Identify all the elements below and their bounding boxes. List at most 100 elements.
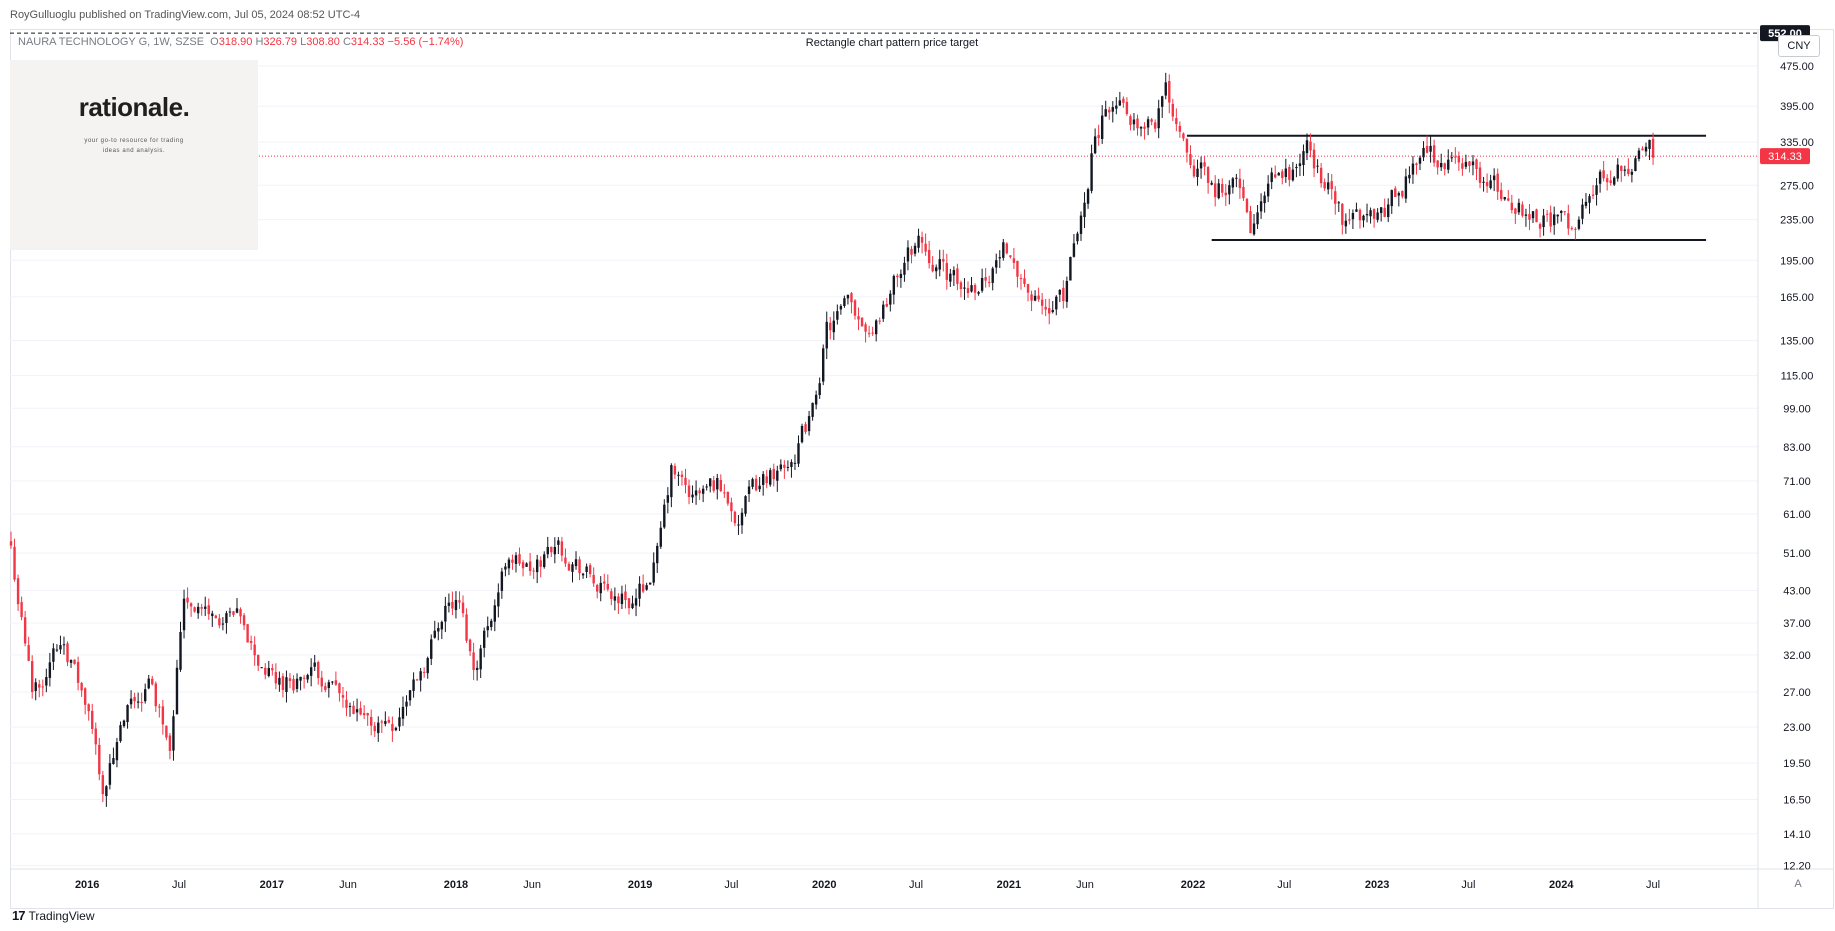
candle-body [800,425,804,443]
candle-body [1468,161,1471,166]
candle-body [645,585,648,590]
candle-body [1623,169,1627,171]
candle-body [1383,207,1386,217]
candle-body [214,615,218,619]
candle-body [744,496,747,514]
candle-body [786,466,790,468]
candle-body [1259,201,1263,212]
candle-body [606,583,610,590]
candle-body [285,677,288,693]
candle-body [1538,224,1542,229]
candle-body [1496,173,1499,192]
candle-body [151,678,154,685]
candle-body [1196,168,1199,178]
candle-body [1524,214,1528,216]
candle-body [1330,181,1333,190]
candle-body [952,270,956,276]
candle-body [288,678,292,681]
candle-body [73,659,76,664]
price-tick-label: 14.10 [1783,829,1811,841]
candle-body [437,628,440,632]
candle-body [892,276,896,295]
time-tick-label: 2017 [260,879,284,891]
candle-body [723,492,726,494]
candle-body [1362,215,1365,221]
candle-body [1549,212,1552,227]
candle-body [1521,204,1524,216]
candle-body [161,706,165,725]
currency-button[interactable]: CNY [1778,35,1820,57]
candle-body [581,573,585,576]
candle-body [1369,210,1372,217]
candle-body [956,268,959,284]
candle-body [405,701,408,707]
candle-body [1390,190,1393,207]
time-tick-label: Jul [909,879,923,891]
candle-body [995,260,998,268]
candle-body [458,600,461,603]
candle-body [1040,299,1044,306]
candle-body [1263,195,1266,204]
candle-body [903,262,906,275]
candle-body [334,680,338,685]
candle-body [1489,180,1492,189]
candle-body [1337,202,1340,204]
candle-body [1242,187,1245,199]
candle-body [1485,182,1489,187]
candle-body [673,465,677,475]
candle-body [1376,212,1379,220]
candle-body [295,678,299,689]
brand-watermark: rationale. your go-to resource for tradi… [10,60,258,250]
candle-body [380,721,383,723]
candle-body [511,559,514,563]
candle-body [66,643,69,663]
candle-body [1100,115,1104,139]
auto-scale-button[interactable]: A [1794,878,1802,890]
candle-body [257,654,260,666]
candle-body [924,243,927,252]
candle-body [1528,214,1531,220]
candle-body [454,599,458,611]
candle-body [348,705,352,707]
candle-body [652,562,655,583]
candle-body [1051,310,1054,313]
candle-body [69,660,73,663]
time-tick-label: Jul [724,879,738,891]
candle-body [754,478,758,491]
candle-body [373,725,376,732]
candle-body [963,287,966,289]
candle-body [1037,295,1040,300]
candle-body [1252,223,1256,235]
candle-body [204,606,207,609]
price-tick-label: 275.00 [1780,180,1814,192]
candle-body [468,639,472,652]
price-tick-label: 71.00 [1783,476,1811,488]
candle-body [1613,177,1616,185]
candle-body [133,696,136,702]
candle-body [1620,165,1623,171]
candle-body [299,676,302,681]
candle-body [27,645,30,661]
candle-body [571,564,574,572]
candle-body [825,321,828,349]
time-tick-label: Jun [1076,879,1094,891]
candle-body [1439,162,1443,168]
tradingview-footer[interactable]: 17 TradingView [12,908,95,923]
candle-body [472,652,475,671]
candle-body [422,671,426,673]
candle-body [807,416,811,432]
candle-body [1443,163,1446,170]
candle-body [235,608,239,613]
price-tick-label: 27.00 [1783,687,1811,699]
candle-body [1334,191,1337,204]
candle-body [871,332,874,334]
candle-body [783,464,786,468]
candle-body [497,592,500,607]
candle-body [1552,214,1556,226]
candle-body [1161,96,1164,107]
candles [9,72,1655,807]
candle-body [1379,207,1383,214]
candle-body [1093,136,1097,154]
candle-body [23,617,27,644]
